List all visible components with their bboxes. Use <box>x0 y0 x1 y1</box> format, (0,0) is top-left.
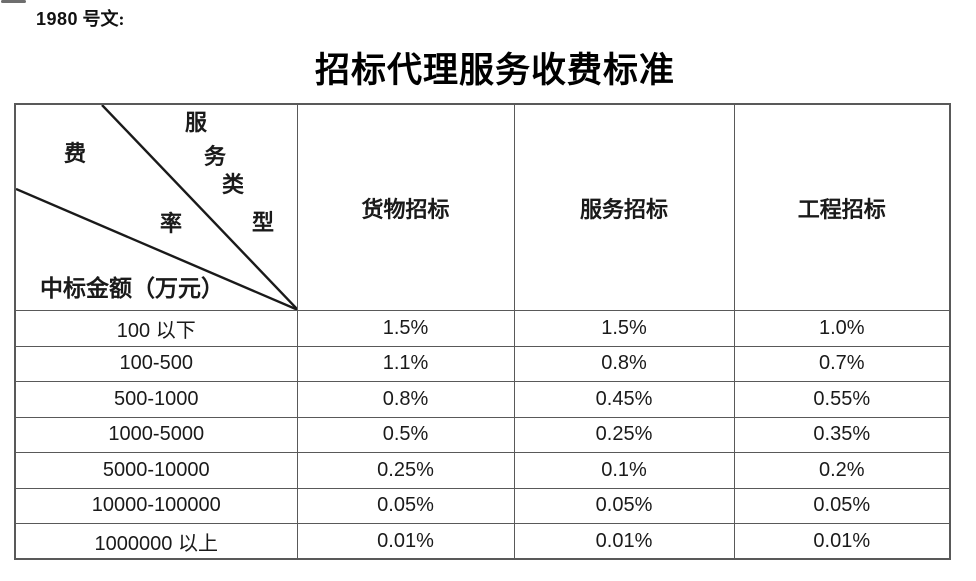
amount-range-cell: 100 以下 <box>14 310 298 347</box>
diagonal-line-lower <box>16 187 296 310</box>
doc-reference: 1980 号文: <box>36 5 125 31</box>
corner-label-fee-rate-char: 率 <box>160 211 183 236</box>
rate-cell: 0.55% <box>733 381 951 418</box>
table-row: 100 以下 1.5% 1.5% 1.0% <box>14 310 951 347</box>
table-row: 10000-100000 0.05% 0.05% 0.05% <box>14 487 951 524</box>
rate-cell: 0.01% <box>296 523 515 560</box>
corner-label-service-type-char: 服 <box>185 110 208 135</box>
rate-cell: 0.25% <box>296 452 515 489</box>
amount-range-cell: 1000-5000 <box>14 416 298 453</box>
diagonal-line-upper <box>101 105 296 310</box>
diagonal-corner-cell: 服 务 类 型 费 率 中标金额（万元） <box>14 103 298 311</box>
table-row: 5000-10000 0.25% 0.1% 0.2% <box>14 452 951 489</box>
corner-label-service-type-char: 务 <box>204 144 227 169</box>
rate-cell: 0.5% <box>296 416 515 453</box>
rate-cell: 0.8% <box>513 345 735 382</box>
table-row: 100-500 1.1% 0.8% 0.7% <box>14 345 951 382</box>
rate-cell: 0.45% <box>513 381 735 418</box>
rate-cell: 0.35% <box>733 416 951 453</box>
rate-cell: 1.5% <box>296 310 515 347</box>
rate-cell: 0.1% <box>513 452 735 489</box>
corner-label-fee-rate-char: 费 <box>64 141 87 166</box>
rate-cell: 0.01% <box>733 523 951 560</box>
column-header-goods: 货物招标 <box>296 103 515 311</box>
amount-range-cell: 5000-10000 <box>14 452 298 489</box>
amount-range-cell: 100-500 <box>14 345 298 382</box>
doc-number: 1980 <box>36 9 79 29</box>
corner-label-service-type-char: 类 <box>222 172 245 197</box>
column-header-services: 服务招标 <box>513 103 735 311</box>
table-row: 1000000 以上 0.01% 0.01% 0.01% <box>14 523 951 560</box>
doc-number-suffix: 号文: <box>78 9 125 29</box>
corner-label-service-type-char: 型 <box>252 210 275 235</box>
table-row: 1000-5000 0.5% 0.25% 0.35% <box>14 416 951 453</box>
table-header-row: 服 务 类 型 费 率 中标金额（万元） 货物招标 服务招标 工程招标 <box>14 103 951 311</box>
amount-range-cell: 10000-100000 <box>14 487 298 524</box>
diagonal-corner-inner: 服 务 类 型 费 率 中标金额（万元） <box>16 105 296 310</box>
amount-range-cell: 500-1000 <box>14 381 298 418</box>
rate-cell: 0.2% <box>733 452 951 489</box>
rate-cell: 0.05% <box>513 487 735 524</box>
corner-label-amount: 中标金额（万元） <box>40 276 224 301</box>
column-header-works: 工程招标 <box>733 103 951 311</box>
table-row: 500-1000 0.8% 0.45% 0.55% <box>14 381 951 418</box>
rate-cell: 1.5% <box>513 310 735 347</box>
amount-range-cell: 1000000 以上 <box>14 523 298 560</box>
rate-cell: 0.01% <box>513 523 735 560</box>
rate-cell: 0.8% <box>296 381 515 418</box>
fee-standard-table: 服 务 类 型 费 率 中标金额（万元） 货物招标 服务招标 工程招标 100 … <box>14 103 951 560</box>
rate-cell: 0.25% <box>513 416 735 453</box>
corner-mark-decoration <box>1 0 26 3</box>
rate-cell: 0.7% <box>733 345 951 382</box>
rate-cell: 1.0% <box>733 310 951 347</box>
rate-cell: 1.1% <box>296 345 515 382</box>
diagonal-lines <box>16 105 296 310</box>
rate-cell: 0.05% <box>296 487 515 524</box>
page-title: 招标代理服务收费标准 <box>314 51 675 90</box>
rate-cell: 0.05% <box>733 487 951 524</box>
